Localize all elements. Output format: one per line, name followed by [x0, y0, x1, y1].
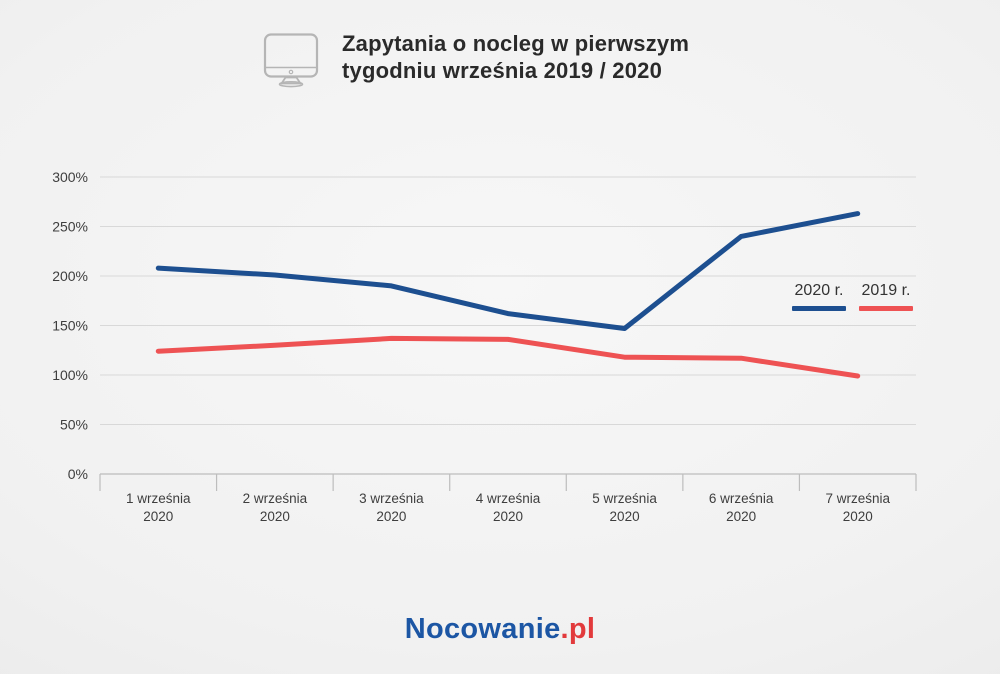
logo-text-suffix: .pl: [560, 613, 596, 645]
legend-swatch-2019: [859, 306, 913, 311]
legend-label-2020: 2020 r.: [794, 282, 844, 299]
chart-title-line1: Zapytania o nocleg w pierwszym: [342, 31, 690, 56]
x-axis-labels: 1 września 2020 2 września 2020 3 września 20…: [126, 491, 890, 524]
svg-text:100%: 100%: [52, 367, 88, 383]
series-line-2020r: [155, 211, 861, 331]
chart-header: Zapytania o nocleg w pierwszym tygodniu …: [262, 30, 689, 89]
x-axis: [99, 473, 917, 491]
svg-text:0%: 0%: [68, 466, 88, 482]
chart-title-line2: tygodniu września 2019 / 2020: [342, 58, 663, 83]
y-axis-labels: 0% 50% 100% 150% 200% 250% 300%: [52, 169, 88, 482]
svg-text:300%: 300%: [52, 169, 88, 185]
svg-text:200%: 200%: [52, 268, 88, 284]
legend-label-2019: 2019 r.: [861, 282, 911, 299]
svg-text:50%: 50%: [60, 417, 88, 433]
legend-swatch-2020: [792, 306, 846, 311]
svg-text:250%: 250%: [52, 219, 88, 235]
legend-item-2020: 2020 r.: [792, 282, 846, 311]
gridlines: [100, 176, 916, 425]
chart-legend: 2020 r. 2019 r.: [792, 282, 913, 311]
nocowanie-logo: Nocowanie.pl: [0, 613, 1000, 646]
svg-text:150%: 150%: [52, 318, 88, 334]
chart-title: Zapytania o nocleg w pierwszym tygodniu …: [342, 30, 689, 84]
series-line-2019r: [155, 335, 861, 379]
monitor-icon: [262, 32, 320, 89]
logo-text-primary: Nocowanie: [404, 613, 561, 645]
legend-item-2019: 2019 r.: [859, 282, 913, 311]
